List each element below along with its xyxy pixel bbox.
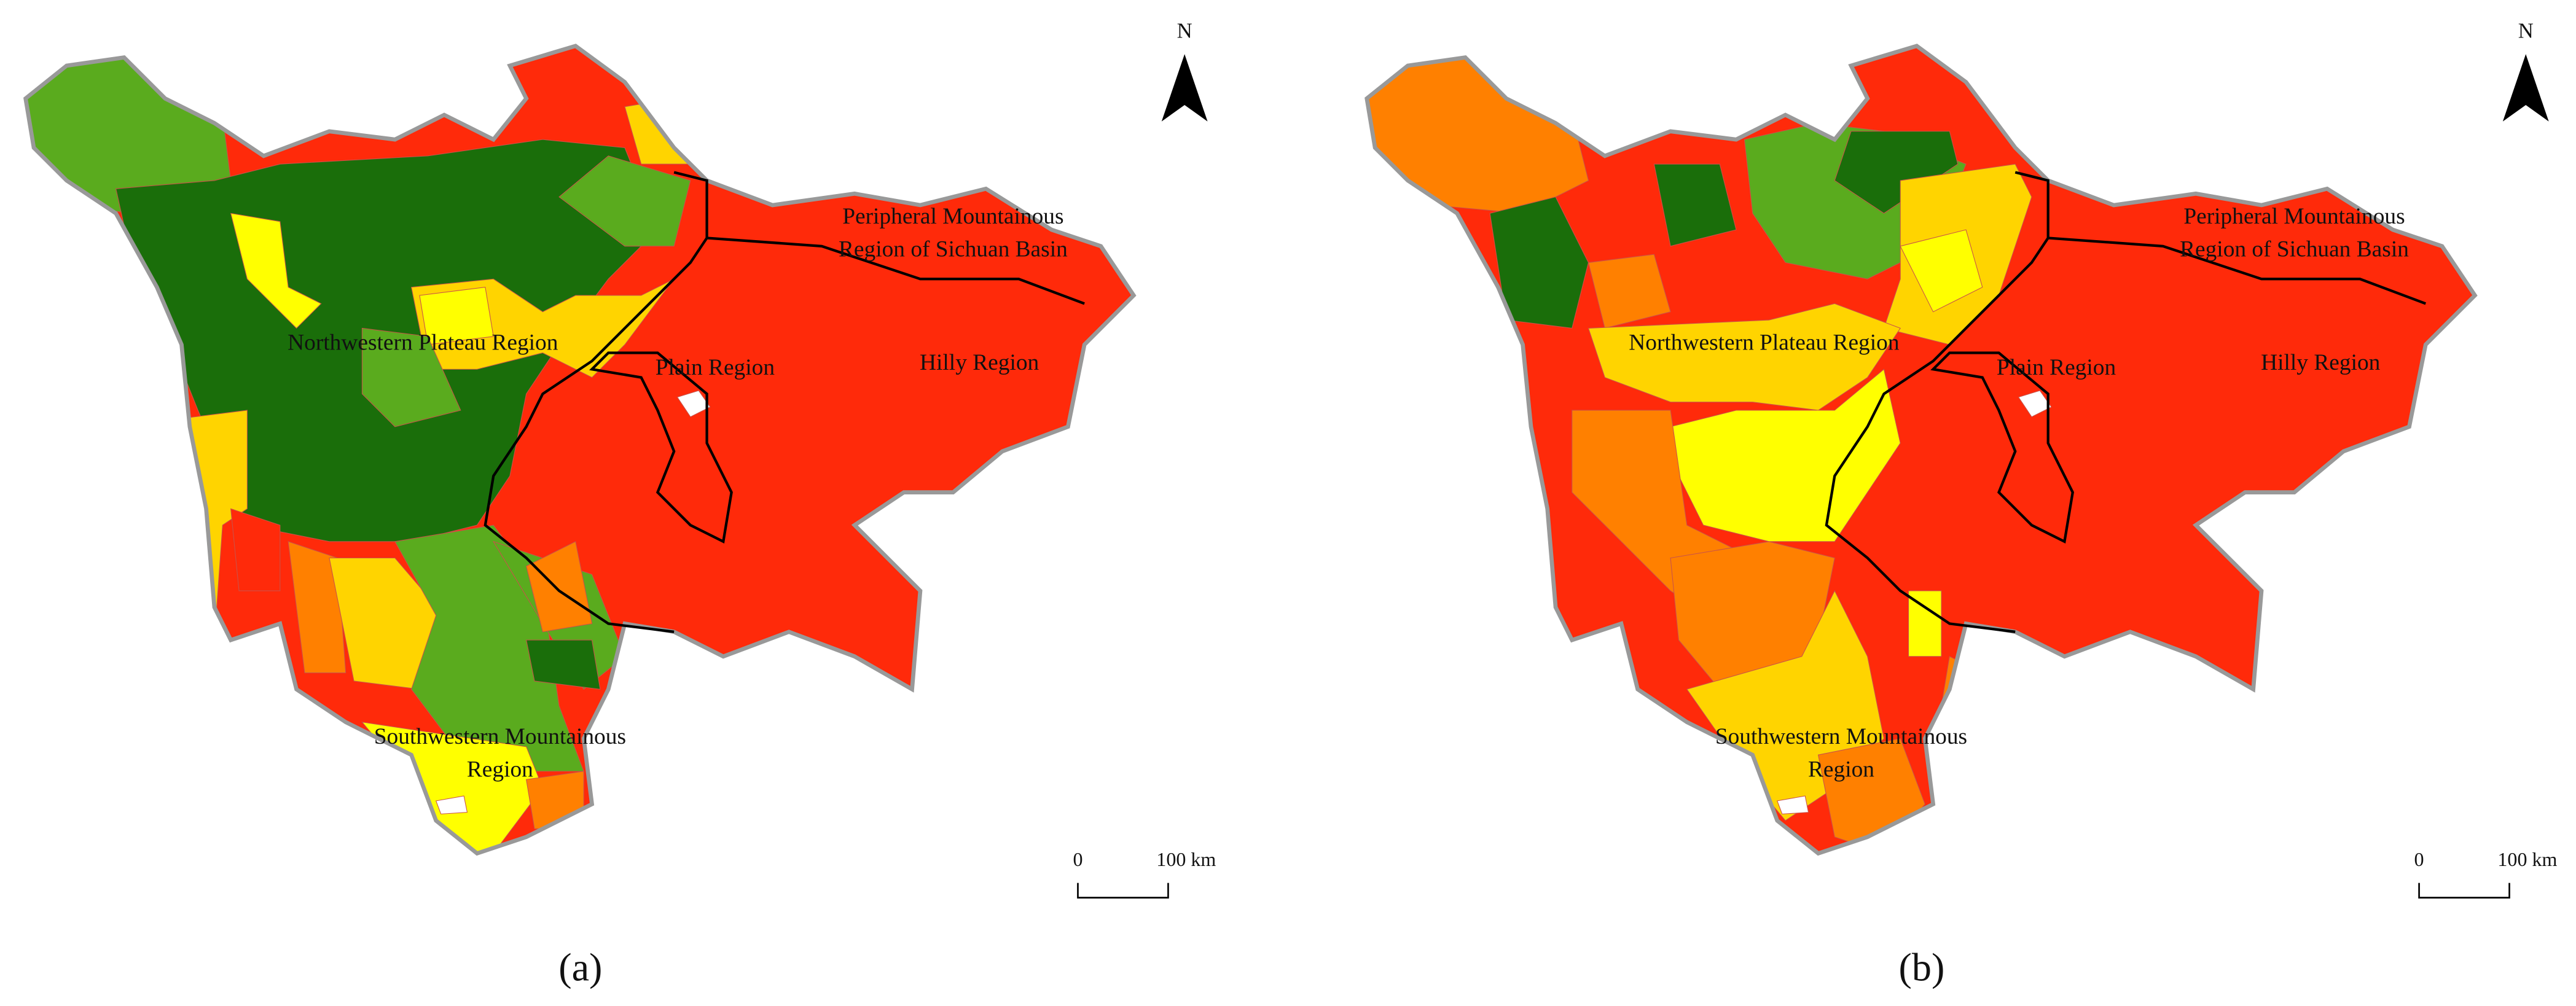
north-arrow <box>1161 54 1208 122</box>
north-label: N <box>1177 18 1192 42</box>
map-panel: Peripheral Mountainous Region of Sichuan … <box>1342 18 2558 989</box>
scale-label: 0 <box>1073 848 1082 870</box>
region-label: Plain Region <box>1997 355 2116 380</box>
region-label: Southwestern Mountainous <box>374 724 626 749</box>
scale-label: 0 <box>2414 848 2424 870</box>
region-label: Region <box>1808 757 1874 782</box>
region-label: Region of Sichuan Basin <box>839 236 1068 262</box>
region-label: Northwestern Plateau Region <box>1629 330 1900 356</box>
region-label: Hilly Region <box>2261 350 2381 375</box>
region-label: Plain Region <box>656 355 775 380</box>
panel-caption: (a) <box>558 946 602 989</box>
scale-label: 100 km <box>2497 848 2557 870</box>
panel-caption: (b) <box>1899 946 1945 989</box>
map-panel: Peripheral Mountainous Region of Sichuan … <box>1 18 1216 989</box>
region-label: Southwestern Mountainous <box>1715 724 1967 749</box>
region-label: Peripheral Mountainous <box>2183 204 2405 229</box>
choropleth <box>25 45 1134 854</box>
scale-bar <box>2418 883 2510 899</box>
choropleth <box>1366 45 2475 854</box>
region-label: Northwestern Plateau Region <box>288 330 558 356</box>
north-label: N <box>2518 18 2534 42</box>
region-label: Region of Sichuan Basin <box>2180 236 2409 262</box>
scale-bar <box>1077 883 1169 899</box>
scale-label: 100 km <box>1156 848 1216 870</box>
region-label: Peripheral Mountainous <box>842 204 1063 229</box>
region-label: Hilly Region <box>920 350 1039 375</box>
north-arrow <box>2502 54 2549 122</box>
region-label: Region <box>467 757 533 782</box>
